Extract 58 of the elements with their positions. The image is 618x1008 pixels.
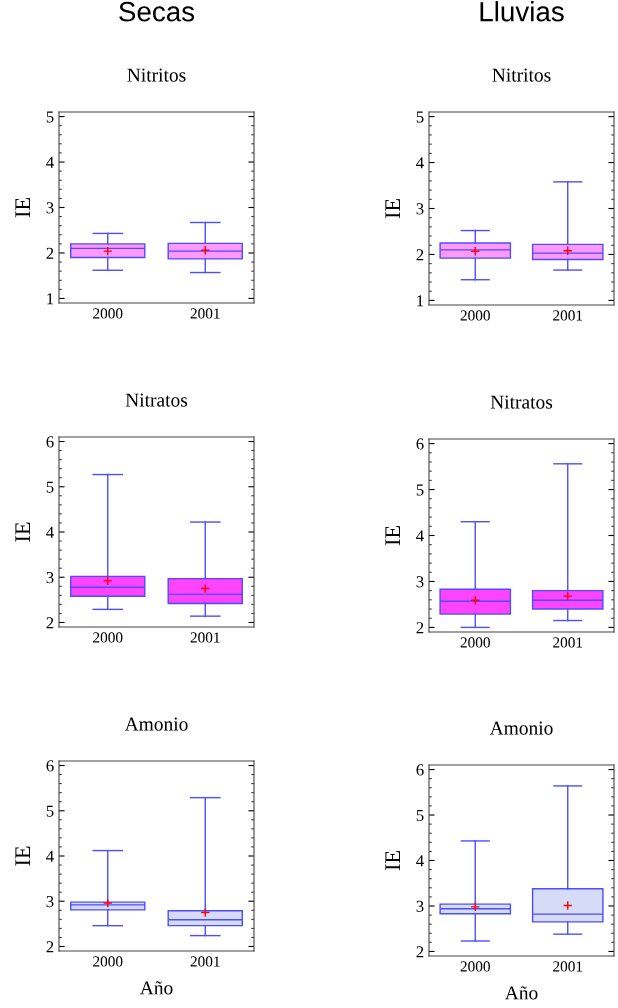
x-tick-label: 2000 (460, 961, 490, 972)
y-tick-label: 4 (416, 855, 424, 867)
y-axis-title: IE (15, 522, 30, 542)
y-tick-label: 2 (46, 617, 54, 629)
y-axis-title: IE (15, 846, 30, 866)
y-tick-label: 5 (46, 481, 54, 493)
x-axis-title: Año (139, 981, 173, 995)
chart-title: Nitritos (127, 68, 186, 82)
y-tick-label: 1 (47, 293, 54, 305)
y-axis-title: IE (15, 198, 30, 218)
y-tick-label: 3 (416, 576, 424, 588)
x-axis-title: Año (504, 986, 538, 1000)
y-tick-label: 1 (417, 295, 424, 307)
x-tick-label: 2000 (460, 310, 490, 321)
y-axis-title: IE (385, 199, 400, 219)
y-tick-label: 5 (416, 484, 424, 496)
y-tick-label: 4 (416, 157, 424, 169)
x-tick-label: 2001 (553, 961, 583, 972)
x-tick-label: 2001 (553, 637, 583, 648)
y-tick-label: 5 (416, 111, 424, 123)
y-tick-label: 6 (416, 764, 424, 776)
chart-title: Nitratos (125, 393, 188, 407)
text: Secas (119, 1, 195, 22)
chart-title: Amonio (124, 717, 188, 731)
y-axis-title: IE (385, 851, 400, 871)
text: Lluvias (480, 1, 564, 22)
y-tick-label: 2 (46, 941, 54, 953)
y-tick-label: 4 (46, 156, 54, 168)
y-tick-label: 4 (46, 526, 54, 538)
y-tick-label: 5 (416, 809, 424, 821)
y-axis-title: IE (385, 526, 400, 546)
y-tick-label: 2 (416, 249, 424, 261)
x-tick-label: 2000 (93, 956, 123, 967)
y-tick-label: 5 (46, 111, 54, 123)
y-tick-label: 5 (46, 805, 54, 817)
y-tick-label: 2 (416, 946, 424, 958)
y-tick-label: 6 (46, 436, 54, 448)
y-tick-label: 3 (46, 571, 54, 584)
chart-title: Amonio (489, 721, 553, 735)
x-tick-label: 2000 (93, 308, 123, 319)
chart-title: Nitratos (490, 395, 553, 409)
y-tick-label: 4 (46, 850, 54, 862)
x-tick-label: 2000 (460, 637, 490, 648)
x-tick-label: 2000 (93, 632, 123, 643)
y-tick-label: 3 (416, 900, 424, 912)
x-tick-label: 2001 (190, 956, 220, 967)
y-tick-label: 6 (416, 438, 424, 450)
y-tick-label: 3 (46, 202, 54, 214)
y-tick-label: 3 (416, 203, 424, 215)
x-tick-label: 2001 (553, 310, 583, 321)
y-tick-label: 2 (416, 622, 424, 634)
y-tick-label: 3 (46, 895, 54, 908)
y-tick-label: 6 (46, 760, 54, 772)
y-tick-label: 2 (46, 247, 54, 259)
y-tick-label: 4 (416, 530, 424, 542)
x-tick-label: 2001 (190, 632, 220, 643)
x-tick-label: 2001 (190, 308, 220, 319)
chart-title: Nitritos (492, 68, 551, 82)
